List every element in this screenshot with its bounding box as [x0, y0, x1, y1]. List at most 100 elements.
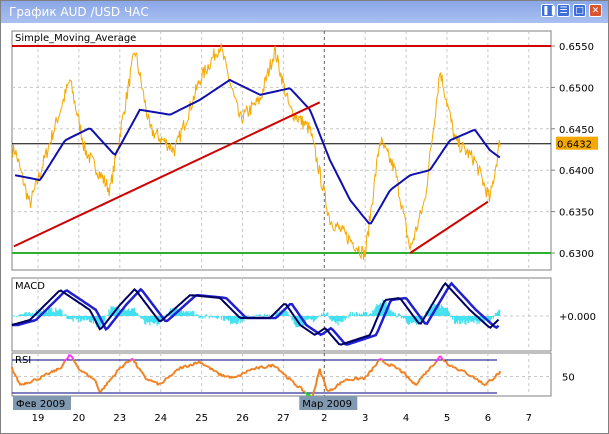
- rsi-segment: [47, 372, 51, 376]
- rsi-segment: [214, 369, 218, 373]
- rsi-panel: [11, 352, 552, 397]
- rsi-segment: [83, 371, 87, 374]
- rsi-segment: [342, 379, 346, 383]
- x-tick-label: 26: [236, 413, 249, 424]
- rsi-segment: [415, 382, 419, 386]
- rsi-segment: [284, 374, 288, 378]
- rsi-segment: [460, 368, 463, 372]
- rsi-segment: [183, 364, 186, 368]
- x-tick-label: 20: [73, 413, 86, 424]
- restore-button[interactable]: ❚❚: [541, 4, 558, 17]
- macd-main-line: [11, 281, 500, 346]
- macd-tick-label: +0.000: [559, 312, 596, 323]
- rsi-segment: [353, 376, 357, 381]
- rsi-segment: [308, 393, 311, 397]
- rsi-segment: [403, 372, 407, 376]
- rsi-segment: [244, 371, 247, 375]
- rsi-segment: [366, 372, 370, 377]
- rsi-segment: [456, 368, 460, 372]
- rsi-segment: [299, 385, 303, 389]
- rsi-segment: [483, 383, 486, 387]
- month-label-bg: [13, 396, 71, 410]
- rsi-segment: [376, 359, 380, 363]
- rsi-segment: [492, 377, 495, 381]
- rsi-segment: [197, 360, 200, 363]
- rsi-segment: [76, 365, 79, 369]
- rsi-segment: [461, 369, 464, 372]
- rsi-segment: [462, 369, 466, 373]
- rsi-segment: [107, 379, 111, 383]
- y-tick-label: 0.6500: [559, 83, 594, 94]
- trendline: [13, 101, 321, 248]
- rsi-segment: [312, 388, 316, 393]
- rsi-segment: [158, 382, 161, 385]
- y-tick-label: 0.6450: [559, 125, 594, 136]
- maximize-button[interactable]: □: [573, 4, 586, 17]
- minimize-button[interactable]: ☰: [557, 4, 570, 17]
- rsi-segment: [224, 375, 228, 378]
- rsi-segment: [99, 390, 103, 394]
- rsi-segment: [125, 360, 128, 364]
- rsi-segment: [449, 364, 452, 368]
- rsi-segment: [190, 363, 193, 367]
- rsi-segment: [14, 375, 18, 378]
- rsi-segment: [393, 365, 397, 369]
- rsi-segment: [296, 385, 300, 389]
- rsi-segment: [435, 359, 439, 363]
- rsi-segment: [273, 365, 277, 369]
- rsi-segment: [223, 375, 226, 378]
- rsi-segment: [498, 370, 502, 375]
- rsi-segment: [280, 371, 284, 375]
- rsi-segment: [384, 362, 387, 365]
- rsi-segment: [253, 366, 257, 371]
- rsi-segment: [304, 391, 308, 395]
- rsi-segment: [95, 383, 99, 388]
- rsi-segment: [434, 361, 438, 364]
- rsi-segment: [44, 372, 47, 376]
- rsi-segment: [415, 383, 418, 387]
- rsi-segment: [89, 375, 93, 379]
- rsi-segment: [131, 357, 134, 361]
- rsi-segment: [320, 374, 323, 377]
- rsi-segment: [212, 369, 215, 372]
- rsi-segment: [196, 361, 200, 365]
- x-tick-label: 23: [113, 413, 126, 424]
- rsi-segment: [259, 365, 262, 368]
- rsi-segment: [331, 388, 335, 392]
- rsi-segment: [164, 377, 168, 380]
- rsi-segment: [34, 378, 38, 381]
- rsi-segment: [136, 366, 140, 370]
- rsi-segment: [496, 372, 499, 375]
- rsi-segment: [122, 363, 126, 367]
- close-button[interactable]: ✕: [589, 4, 602, 17]
- rsi-segment: [206, 365, 209, 368]
- rsi-segment: [490, 378, 494, 382]
- rsi-segment: [60, 365, 64, 370]
- title-bar[interactable]: График AUD /USD ЧАС ❚❚ ☰ □ ✕: [1, 1, 608, 23]
- rsi-segment: [56, 367, 60, 371]
- rsi-segment: [443, 359, 446, 363]
- rsi-segment: [391, 364, 394, 367]
- rsi-segment: [111, 374, 115, 378]
- rsi-segment: [390, 363, 393, 366]
- rsi-segment: [138, 367, 142, 372]
- x-tick-label: 6: [485, 413, 491, 424]
- rsi-segment: [105, 381, 109, 387]
- rsi-segment: [386, 363, 390, 367]
- indicator-title-rsi: RSI: [15, 355, 31, 366]
- rsi-segment: [313, 383, 318, 389]
- rsi-segment: [303, 390, 306, 393]
- rsi-segment: [148, 379, 152, 382]
- rsi-segment: [464, 371, 468, 375]
- rsi-segment: [240, 372, 244, 376]
- rsi-segment: [472, 375, 476, 380]
- rsi-segment: [149, 378, 153, 382]
- rsi-segment: [349, 378, 353, 382]
- x-tick-label: 24: [154, 413, 167, 424]
- rsi-segment: [129, 359, 132, 363]
- rsi-segment: [326, 389, 329, 392]
- rsi-segment: [81, 370, 84, 374]
- rsi-segment: [189, 363, 192, 366]
- rsi-segment: [243, 371, 246, 375]
